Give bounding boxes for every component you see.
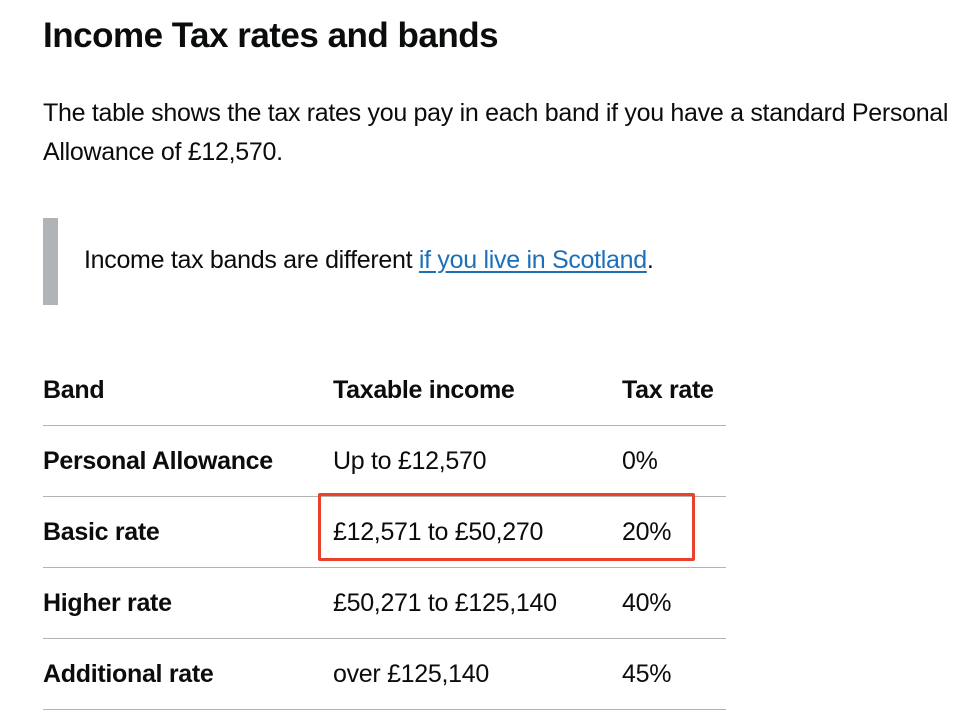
row-header: Basic rate xyxy=(43,496,333,568)
table-row: Additional rate over £125,140 45% xyxy=(43,638,726,710)
scotland-link[interactable]: if you live in Scotland xyxy=(418,246,647,274)
header-row: Band Taxable income Tax rate xyxy=(43,355,726,426)
row-header: Higher rate xyxy=(43,567,333,639)
table-body: Personal Allowance Up to £12,570 0% Basic r… xyxy=(43,425,726,710)
inset-bar xyxy=(43,218,58,305)
table-cell: 40% xyxy=(622,567,726,639)
highlight-annotation xyxy=(318,493,695,561)
table-cell: £50,271 to £125,140 xyxy=(333,567,622,639)
table-row: Personal Allowance Up to £12,570 0% xyxy=(43,425,726,497)
inset-text: Income tax bands are different if you li… xyxy=(84,246,654,275)
table-cell: 0% xyxy=(622,425,726,497)
intro: The table shows the tax rates you pay in… xyxy=(43,99,949,166)
heading: Income Tax rates and bands xyxy=(43,16,499,55)
row-header: Personal Allowance xyxy=(43,425,333,497)
table-cell: 20% xyxy=(622,496,726,568)
column-header: Tax rate xyxy=(622,355,726,426)
inset-copy: Income tax bands are different xyxy=(84,246,419,274)
table-row: Higher rate £50,271 to £125,140 40% xyxy=(43,567,726,639)
table-row: Basic rate £12,571 to £50,270 20% xyxy=(43,496,726,568)
column-header: Taxable income xyxy=(333,355,622,426)
tax-table: Band Taxable income Tax rate Personal Allo… xyxy=(43,355,726,710)
column-header: Band xyxy=(43,355,333,426)
table-cell: Up to £12,570 xyxy=(333,425,622,497)
row-header: Additional rate xyxy=(43,638,333,710)
table-cell: £12,571 to £50,270 xyxy=(333,496,622,568)
inset-punct: . xyxy=(646,246,654,274)
table-cell: 45% xyxy=(622,638,726,710)
table-cell: over £125,140 xyxy=(333,638,622,710)
